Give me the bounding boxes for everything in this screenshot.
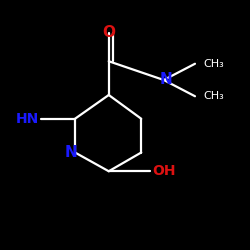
Text: N: N (65, 145, 78, 160)
Text: OH: OH (152, 164, 176, 178)
Text: CH₃: CH₃ (204, 91, 225, 101)
Text: HN: HN (16, 112, 39, 126)
Text: N: N (160, 72, 172, 88)
Text: O: O (102, 25, 115, 40)
Text: CH₃: CH₃ (204, 59, 225, 69)
